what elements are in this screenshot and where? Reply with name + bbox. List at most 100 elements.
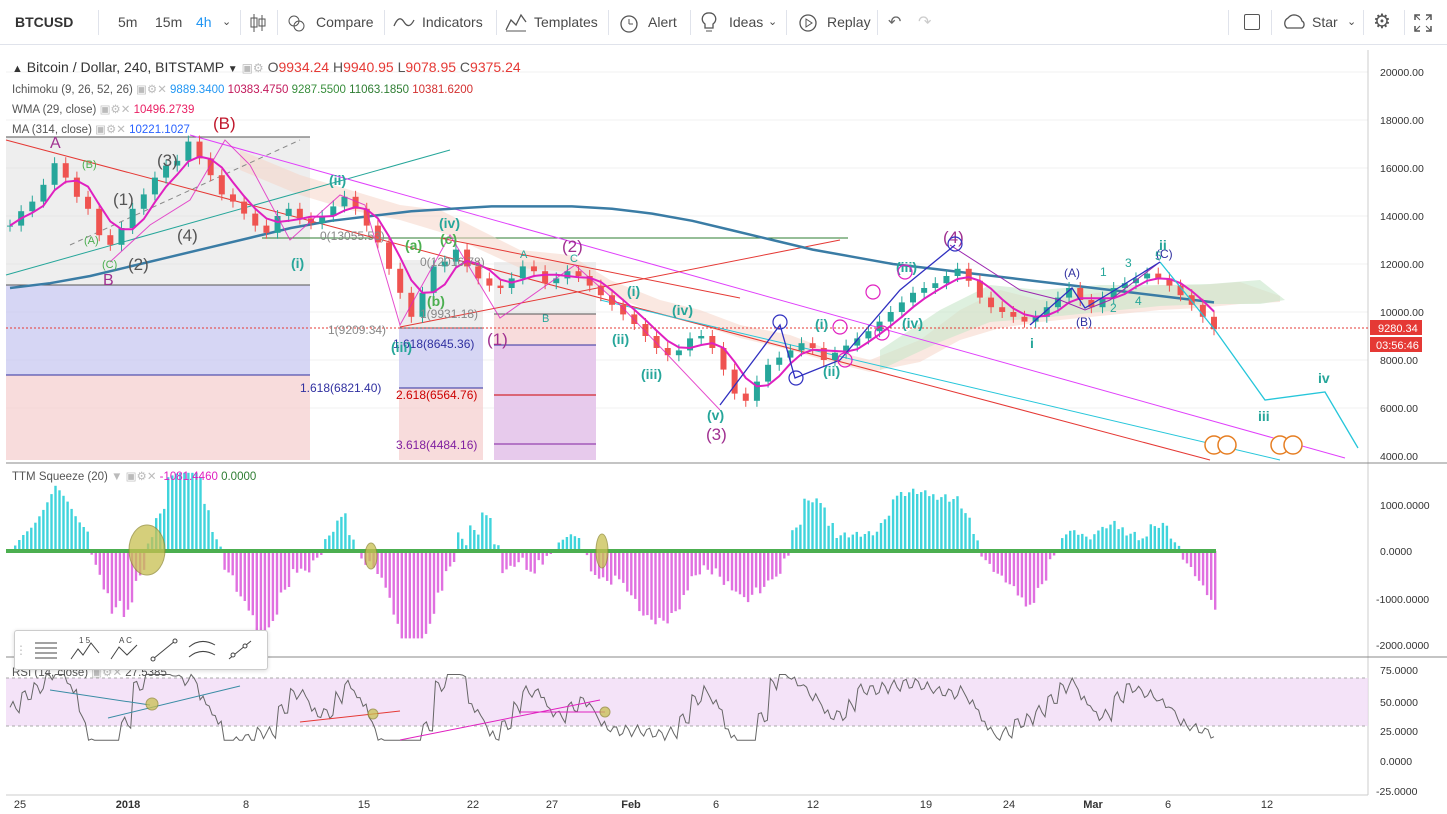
- interval-4h[interactable]: 4h: [196, 14, 212, 30]
- time-label: 22: [467, 799, 479, 811]
- undo-icon[interactable]: ↶: [888, 14, 902, 31]
- squeeze-bar: [819, 503, 822, 551]
- squeeze-bar: [1069, 530, 1072, 551]
- indicators-icon[interactable]: [393, 14, 415, 30]
- ohlc-value: 9934.24: [278, 59, 330, 75]
- squeeze-bar: [1044, 551, 1048, 581]
- squeeze-bar: [698, 551, 701, 575]
- legend-settings-icons[interactable]: ▣⚙✕: [91, 667, 123, 679]
- wave-label: (1): [113, 190, 134, 209]
- divider: [877, 10, 878, 35]
- replay-icon[interactable]: [797, 12, 819, 34]
- chart-canvas[interactable]: 20000.00 18000.00 16000.00 14000.00 1200…: [0, 46, 1447, 814]
- candle-body: [218, 175, 225, 195]
- legend-settings-icons[interactable]: ▣⚙✕: [99, 104, 131, 116]
- star-button[interactable]: Star: [1312, 14, 1338, 30]
- candle-body: [1099, 297, 1106, 308]
- compare-button[interactable]: Compare: [316, 14, 374, 30]
- candle-body: [988, 297, 995, 308]
- fullscreen-icon[interactable]: [1413, 13, 1433, 33]
- templates-button[interactable]: Templates: [534, 14, 598, 30]
- ideas-icon[interactable]: [700, 11, 718, 35]
- wave-label: (a): [405, 237, 422, 253]
- alert-icon[interactable]: [618, 12, 640, 34]
- collapse-icon[interactable]: ▲: [12, 63, 23, 75]
- redo-icon[interactable]: ↷: [918, 14, 932, 31]
- alert-button[interactable]: Alert: [648, 14, 677, 30]
- squeeze-bar: [493, 544, 496, 551]
- squeeze-bar: [763, 551, 766, 587]
- squeeze-bar: [674, 551, 677, 612]
- ma-value: 10221.1027: [129, 124, 190, 136]
- candle-body: [241, 201, 248, 214]
- candles-icon[interactable]: [249, 13, 267, 33]
- candle-body: [1043, 307, 1050, 317]
- symbol-search[interactable]: BTCUSD: [15, 14, 74, 30]
- star-icon[interactable]: [1282, 14, 1306, 30]
- squeeze-bar: [251, 551, 254, 616]
- elliott-impulse-icon[interactable]: 1 5: [65, 635, 105, 665]
- trendline-icon[interactable]: [145, 635, 183, 665]
- elliott-correction-icon[interactable]: A C: [105, 635, 145, 665]
- checkbox-icon[interactable]: [1244, 14, 1260, 30]
- wave-label: (c): [440, 231, 457, 247]
- candle-body: [274, 216, 281, 233]
- wave-label: ii: [1159, 237, 1167, 253]
- candle-body: [29, 201, 36, 212]
- squeeze-bar: [976, 540, 979, 551]
- squeeze-bar: [525, 551, 528, 570]
- axis-label: 0.0000: [1380, 546, 1412, 558]
- fib-label: 1(9209.34): [328, 323, 386, 337]
- squeeze-bar: [533, 551, 536, 574]
- gear-icon[interactable]: ⚙: [1373, 11, 1391, 33]
- squeeze-bar: [666, 551, 669, 624]
- rsi-trendline: [399, 699, 601, 741]
- wave-label: 4: [1135, 294, 1142, 308]
- squeeze-bar: [46, 502, 49, 551]
- squeeze-bar: [163, 508, 166, 551]
- squeeze-bar: [847, 537, 850, 551]
- toolbar: BTCUSD 5m 15m 4h ⌄ Compare Indicators Te…: [0, 0, 1447, 45]
- interval-5m[interactable]: 5m: [118, 14, 138, 30]
- indicators-button[interactable]: Indicators: [422, 14, 483, 30]
- wave-label: (ii): [329, 172, 346, 188]
- interval-15m[interactable]: 15m: [155, 14, 183, 30]
- legend-settings-icons[interactable]: ▣⚙: [241, 61, 264, 75]
- ideas-button[interactable]: Ideas: [729, 14, 764, 30]
- candle-body: [843, 345, 850, 353]
- chevron-down-icon[interactable]: ▼: [227, 64, 238, 75]
- squeeze-bar: [1169, 538, 1173, 551]
- legend-settings-icons[interactable]: ▣⚙✕: [95, 124, 126, 136]
- templates-icon[interactable]: [505, 12, 527, 32]
- chevron-down-icon[interactable]: ⌄: [768, 16, 778, 28]
- drag-handle-icon[interactable]: ⋮: [15, 643, 27, 657]
- squeeze-bar: [626, 551, 629, 592]
- axis-label: 1000.0000: [1380, 500, 1430, 512]
- squeeze-bar: [1101, 526, 1104, 551]
- squeeze-bar: [384, 551, 387, 588]
- ray-icon[interactable]: [221, 635, 259, 665]
- legend-settings-icons[interactable]: ▼ ▣⚙✕: [111, 471, 157, 483]
- squeeze-axis: 1000.0000 0.0000 -1000.0000 -2000.0000: [1376, 500, 1430, 652]
- replay-button[interactable]: Replay: [827, 14, 871, 30]
- chevron-down-icon[interactable]: ⌄: [222, 16, 232, 28]
- compare-icon[interactable]: [285, 12, 307, 34]
- drawing-toolbar[interactable]: ⋮ 1 5 A C: [14, 630, 268, 670]
- squeeze-bar: [992, 551, 995, 572]
- squeeze-bar: [771, 551, 774, 580]
- time-axis: 25 2018 8 15 22 27 Feb 6 12 19 24 Mar 6 …: [14, 799, 1273, 811]
- squeeze-bar: [988, 551, 991, 564]
- squeeze-bar: [940, 497, 943, 551]
- squeeze-bar: [171, 475, 174, 551]
- fib-retracement-icon[interactable]: [27, 635, 65, 665]
- legend-settings-icons[interactable]: ▣⚙✕: [136, 84, 167, 96]
- chart-area[interactable]: 20000.00 18000.00 16000.00 14000.00 1200…: [0, 46, 1447, 814]
- candle-body: [519, 266, 526, 279]
- squeeze-bar: [1177, 545, 1181, 551]
- squeeze-bar: [360, 551, 363, 559]
- squeeze-bar: [686, 551, 689, 591]
- squeeze-bar: [859, 536, 862, 551]
- chevron-down-icon[interactable]: ⌄: [1347, 16, 1357, 28]
- channel-icon[interactable]: [183, 635, 221, 665]
- squeeze-bar: [968, 517, 971, 551]
